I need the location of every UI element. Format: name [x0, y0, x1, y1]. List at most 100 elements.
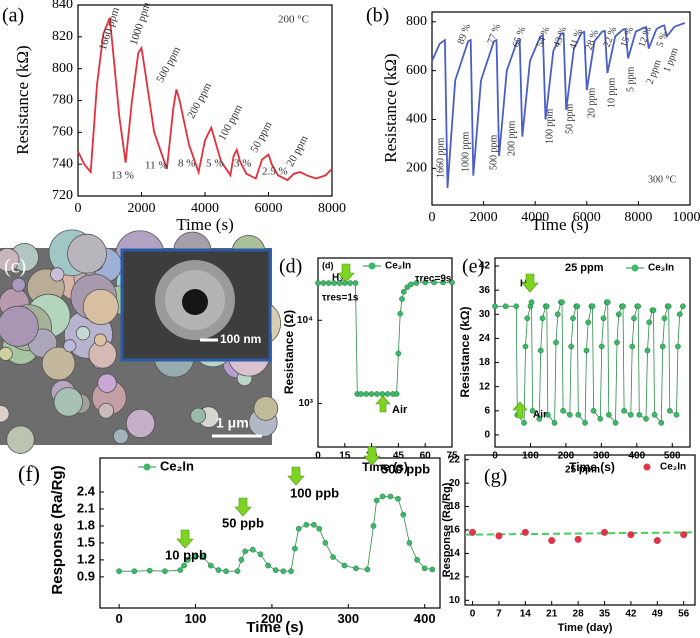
- data-point: [600, 315, 607, 322]
- y-tick-label: 1.8: [77, 517, 95, 532]
- y-tick-label: 0.9: [77, 568, 95, 583]
- legend-marker: [143, 463, 151, 471]
- y-tick-label: 24: [479, 333, 491, 344]
- x-tick-label: 15: [339, 451, 351, 462]
- y-tick-label: 42: [479, 261, 491, 272]
- x-tick-label: 0: [429, 210, 436, 225]
- y-tick-label: 10: [449, 595, 461, 606]
- data-point: [223, 568, 229, 575]
- y-axis-title: Resistance (kΩ): [381, 53, 400, 162]
- data-point: [315, 280, 321, 286]
- x-tick-label: 400: [414, 611, 436, 626]
- inset-scale-label: 100 nm: [220, 332, 261, 346]
- data-point: [429, 566, 436, 573]
- data-point: [551, 420, 558, 426]
- annotation: 13 %: [111, 170, 134, 182]
- y-tick-label: 2.1: [77, 500, 95, 515]
- particle: [97, 373, 117, 393]
- panel-label: (a): [2, 5, 24, 27]
- data-point: [395, 350, 402, 357]
- data-point: [597, 416, 604, 422]
- annotation: 300 °C: [648, 174, 676, 185]
- data-point: [502, 303, 509, 310]
- x-tick-label: 49: [652, 609, 664, 620]
- legend-marker: [631, 264, 639, 272]
- particle: [11, 277, 26, 292]
- data-point: [387, 493, 394, 500]
- legend-label: Ce₂In: [660, 462, 686, 473]
- annotation: 3 %: [234, 158, 251, 170]
- data-point: [653, 537, 661, 545]
- data-point: [322, 540, 329, 546]
- particle: [0, 405, 10, 423]
- annotation: 100 ppm: [544, 109, 555, 145]
- data-point: [347, 280, 354, 286]
- data-point: [566, 411, 573, 418]
- data-point: [400, 288, 407, 295]
- data-point: [181, 562, 187, 569]
- annotation: 10 ppb: [165, 547, 207, 562]
- x-tick-label: 100: [185, 611, 207, 626]
- data-point: [574, 303, 581, 310]
- data-point: [325, 280, 332, 286]
- x-tick-label: 4000: [191, 201, 219, 216]
- data-point: [539, 315, 546, 322]
- data-point: [177, 567, 184, 573]
- data-point: [330, 554, 336, 560]
- data-point: [659, 343, 666, 350]
- data-point: [395, 495, 401, 502]
- data-point: [200, 554, 206, 560]
- particle: [253, 396, 279, 421]
- annotation: τres=1s: [322, 293, 359, 304]
- arrow: [521, 273, 539, 293]
- y-tick-label: 10⁴: [297, 315, 313, 326]
- data-point: [320, 280, 327, 286]
- data-point: [513, 303, 520, 310]
- x-tick-label: 14: [520, 609, 532, 620]
- data-point: [370, 523, 377, 529]
- x-tick-label: 7: [496, 609, 502, 620]
- particle-hole: [182, 289, 208, 315]
- data-point: [207, 562, 214, 569]
- particle: [0, 305, 39, 347]
- annotation: 1660 ppm: [435, 138, 446, 179]
- data-point: [316, 525, 323, 532]
- y-tick-label: 36: [479, 285, 491, 296]
- data-point: [238, 557, 245, 563]
- x-tick-label: 56: [678, 609, 690, 620]
- data-point: [449, 279, 455, 286]
- annotation: τrec=9s: [415, 274, 452, 285]
- data-point: [303, 521, 310, 528]
- particle: [0, 247, 20, 272]
- data-point: [666, 407, 673, 414]
- arrow: [176, 529, 194, 549]
- data-point: [651, 411, 658, 418]
- data-point: [116, 568, 122, 575]
- annotation: 10 ppm: [606, 78, 617, 109]
- x-tick-label: 2000: [470, 210, 498, 225]
- data-point: [575, 411, 582, 418]
- y-tick-label: 22: [449, 454, 461, 465]
- x-tick-label: 35: [599, 609, 611, 620]
- annotation: 1000 ppm: [460, 132, 471, 173]
- data-point: [582, 420, 588, 426]
- y-tick-label: 16: [449, 525, 461, 536]
- data-point: [553, 339, 559, 346]
- x-tick-label: 75: [446, 451, 458, 462]
- y-tick-label: 12: [479, 381, 491, 392]
- data-point: [673, 411, 680, 418]
- arrow: [375, 395, 391, 413]
- data-point: [658, 420, 665, 426]
- panel-label: (g): [484, 466, 507, 488]
- data-point: [131, 568, 138, 575]
- y-tick-label: 1.5: [77, 534, 95, 549]
- particle: [63, 339, 77, 353]
- arrow: [337, 263, 355, 283]
- x-tick-label: 60: [420, 451, 432, 462]
- annotation: 2.5 %: [262, 166, 288, 178]
- x-tick-label: 300: [337, 611, 359, 626]
- data-point: [544, 411, 551, 418]
- x-tick-label: 0: [75, 201, 82, 216]
- data-point: [631, 315, 637, 322]
- arrow: [512, 401, 528, 419]
